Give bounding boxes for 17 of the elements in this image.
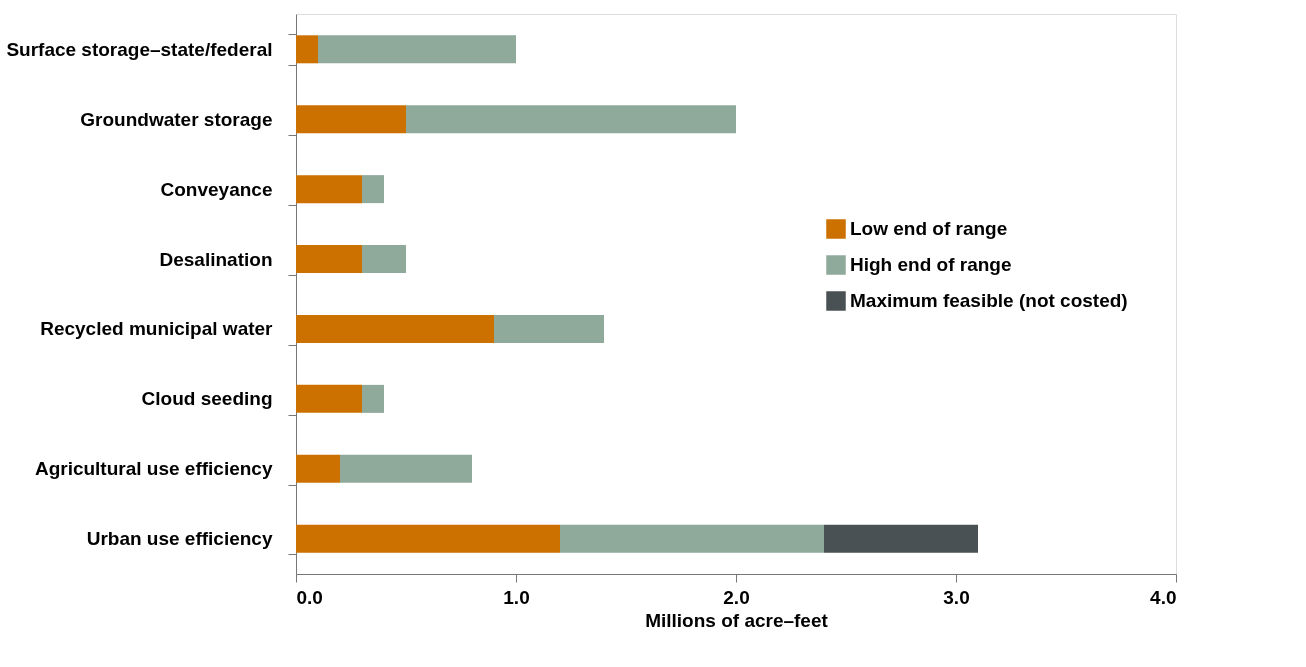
y-tick-label: Surface storage–state/federal [6,38,273,60]
y-tick-label: Desalination [159,248,273,270]
legend-label: Low end of range [850,218,1008,239]
x-axis-title: Millions of acre–feet [645,609,829,631]
x-tick-label: 0.0 [296,586,323,608]
y-tick-label: Agricultural use efficiency [34,458,273,480]
y-tick-label: Cloud seeding [141,388,273,410]
x-tick-label: 2.0 [723,586,750,608]
x-tick-label: 3.0 [943,586,970,608]
y-tick-label: Recycled municipal water [40,318,274,340]
x-tick-label: 1.0 [503,586,530,608]
legend-label: High end of range [850,254,1012,275]
y-tick-label: Urban use efficiency [86,528,273,550]
y-tick-label: Groundwater storage [80,108,273,130]
y-tick-label: Conveyance [160,178,273,200]
legend-label: Maximum feasible (not costed) [850,290,1128,311]
x-tick-label: 4.0 [1150,586,1177,608]
